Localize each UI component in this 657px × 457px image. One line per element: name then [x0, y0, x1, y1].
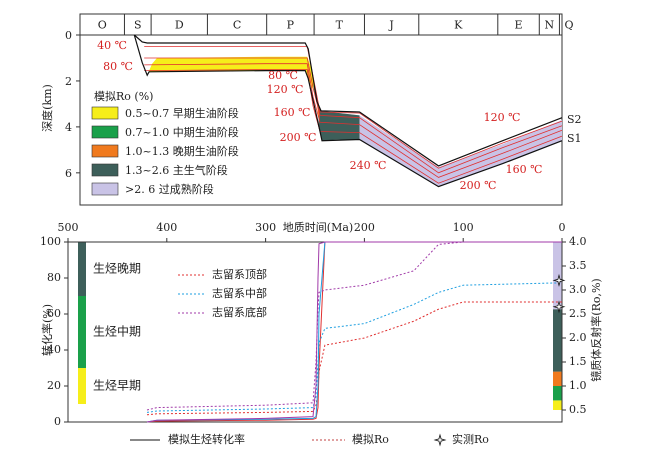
stage-label: 生烃晚期 — [93, 262, 141, 276]
legend-swatch — [91, 182, 119, 196]
plot-frame — [67, 241, 563, 423]
y-axis-label: 转化率(%) — [40, 304, 54, 356]
legend-label: 模拟Ro — [352, 432, 389, 446]
ro-band — [553, 309, 562, 372]
period-label: T — [336, 19, 344, 32]
temperature-label: 240 ℃ — [350, 159, 387, 172]
y2-axis-label: 镜质体反射率(Ro,%) — [589, 278, 603, 381]
maturity-zone — [147, 56, 315, 91]
y2-tick-label: 2.0 — [569, 331, 587, 344]
ro-band — [553, 386, 562, 401]
legend-swatch — [91, 144, 119, 158]
x-tick-label: 0 — [559, 221, 566, 234]
stage-band — [78, 296, 86, 368]
x-tick-label: 100 — [453, 221, 474, 234]
y-tick-label: 6 — [65, 167, 72, 180]
legend-swatch — [91, 106, 119, 120]
period-label: P — [287, 19, 295, 32]
legend-label: 0.7~1.0 中期生油阶段 — [125, 125, 239, 139]
legend-label: 志留系中部 — [212, 286, 267, 300]
y-tick-label: 4 — [65, 121, 72, 134]
ro-band — [553, 242, 562, 310]
x-tick-label: 400 — [156, 221, 177, 234]
ro-band — [553, 400, 562, 410]
legend-label: 1.0~1.3 晚期生油阶段 — [125, 144, 239, 158]
depth-axis-label: 深度(km) — [40, 84, 54, 132]
y2-tick-label: 2.5 — [569, 307, 587, 320]
isotherm — [144, 63, 563, 178]
temperature-label: 80 ℃ — [103, 60, 133, 73]
legend-label: 1.3~2.6 主生气阶段 — [125, 163, 228, 177]
ro-line — [146, 282, 563, 413]
period-label: C — [233, 19, 241, 32]
legend-swatch — [91, 163, 119, 177]
y-tick-label: 60 — [47, 307, 61, 320]
temperature-label: 200 ℃ — [280, 131, 317, 144]
x-tick-label: 500 — [58, 221, 79, 234]
y2-tick-label: 3.5 — [569, 259, 587, 272]
y-tick-label: 0 — [65, 29, 72, 42]
temperature-label: 200 ℃ — [460, 179, 497, 192]
y2-tick-label: 1.0 — [569, 379, 587, 392]
ro-line — [146, 301, 562, 416]
temperature-label: 120 ℃ — [267, 83, 304, 96]
period-label: O — [98, 19, 107, 32]
x-tick-label: 300 — [255, 221, 276, 234]
measured-ro — [552, 300, 566, 314]
y-tick-label: 40 — [47, 343, 61, 356]
stage-band — [78, 242, 86, 296]
isotherm — [144, 57, 563, 174]
legend-title: 模拟Ro (%) — [94, 89, 153, 103]
y2-tick-label: 0.5 — [569, 403, 587, 416]
y-tick-label: 20 — [47, 379, 61, 392]
measured-ro — [552, 273, 566, 287]
stage-label: 生烃早期 — [93, 379, 141, 393]
period-label: N — [545, 19, 555, 32]
y2-tick-label: 1.5 — [569, 355, 587, 368]
legend-label: 模拟生烃转化率 — [168, 432, 245, 446]
temperature-label: 80 ℃ — [268, 69, 298, 82]
burial-line — [133, 34, 563, 188]
legend-label: 志留系顶部 — [212, 267, 267, 281]
period-label: Q — [564, 19, 573, 32]
y-tick-label: 0 — [54, 415, 61, 428]
period-label: J — [388, 19, 393, 32]
period-label: S — [134, 19, 142, 32]
x-tick-label: 200 — [354, 221, 375, 234]
temperature-label: 40 ℃ — [97, 39, 127, 52]
temperature-label: 160 ℃ — [274, 106, 311, 119]
legend-label: 实测Ro — [452, 432, 489, 446]
x-axis-label: 地质时间(Ma) — [283, 221, 353, 234]
ro-line — [146, 241, 562, 411]
layer-label: S2 — [567, 113, 582, 126]
period-label: K — [454, 19, 463, 32]
y-tick-label: 80 — [47, 271, 61, 284]
burial-line — [133, 34, 563, 167]
y-tick-label: 2 — [65, 75, 72, 88]
temperature-label: 120 ℃ — [484, 111, 521, 124]
legend-label: 0.5~0.7 早期生油阶段 — [125, 106, 239, 120]
period-label: D — [175, 19, 184, 32]
maturity-zone — [339, 113, 562, 187]
y2-tick-label: 3.0 — [569, 283, 587, 296]
conversion-line — [146, 241, 562, 423]
legend-label: 志留系底部 — [212, 305, 267, 319]
isotherm — [144, 46, 563, 169]
legend-swatch — [91, 125, 119, 139]
conversion-line — [146, 241, 562, 423]
y-tick-label: 100 — [40, 235, 61, 248]
stage-label: 生烃中期 — [93, 324, 141, 339]
y2-tick-label: 4.0 — [569, 235, 587, 248]
legend-star — [433, 433, 447, 447]
conversion-line — [146, 241, 562, 423]
legend-label: >2. 6 过成熟阶段 — [125, 182, 214, 196]
temperature-label: 160 ℃ — [506, 163, 543, 176]
ro-band — [553, 371, 562, 386]
layer-label: S1 — [567, 132, 582, 145]
stage-band — [78, 368, 86, 404]
period-label: E — [515, 19, 523, 32]
